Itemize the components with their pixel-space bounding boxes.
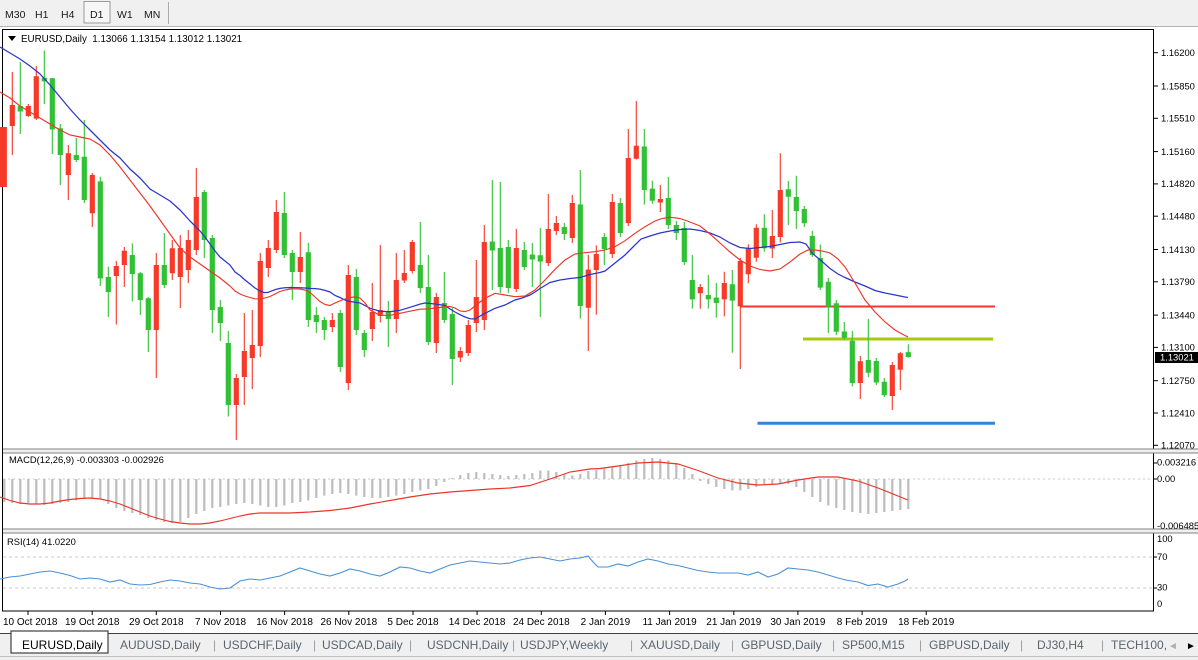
svg-text:W1: W1 — [117, 9, 133, 21]
svg-text:|: | — [1101, 638, 1104, 652]
svg-text:10 Oct 2018: 10 Oct 2018 — [3, 617, 58, 628]
svg-text:7 Nov 2018: 7 Nov 2018 — [195, 617, 247, 628]
svg-text:11 Jan 2019: 11 Jan 2019 — [642, 617, 697, 628]
svg-text:16 Nov 2018: 16 Nov 2018 — [256, 617, 313, 628]
svg-text:H1: H1 — [35, 9, 49, 21]
svg-text:1.12410: 1.12410 — [1161, 407, 1195, 418]
svg-text:USDCAD,Daily: USDCAD,Daily — [322, 638, 403, 652]
svg-text:|: | — [731, 638, 734, 652]
svg-text:◄: ◄ — [1168, 641, 1178, 652]
svg-text:USDJPY,Weekly: USDJPY,Weekly — [520, 638, 608, 652]
svg-text:0.003216: 0.003216 — [1157, 457, 1196, 468]
svg-text:MN: MN — [144, 9, 160, 21]
svg-text:8 Feb 2019: 8 Feb 2019 — [837, 617, 888, 628]
svg-text:|: | — [630, 638, 633, 652]
svg-text:MACD(12,26,9) -0.003303 -0.002: MACD(12,26,9) -0.003303 -0.002926 — [9, 454, 164, 465]
svg-text:1.13100: 1.13100 — [1161, 342, 1195, 353]
svg-text:|: | — [919, 638, 922, 652]
svg-text:29 Oct 2018: 29 Oct 2018 — [129, 617, 184, 628]
svg-text:26 Nov 2018: 26 Nov 2018 — [320, 617, 377, 628]
svg-text:|: | — [832, 638, 835, 652]
svg-text:1.12750: 1.12750 — [1161, 375, 1195, 386]
svg-text:1.14480: 1.14480 — [1161, 211, 1195, 222]
svg-text:1.13021: 1.13021 — [1160, 352, 1194, 363]
svg-text:14 Dec 2018: 14 Dec 2018 — [449, 617, 506, 628]
svg-text:1.12070: 1.12070 — [1161, 440, 1195, 451]
svg-text:1.16200: 1.16200 — [1161, 47, 1195, 58]
svg-text:1.13790: 1.13790 — [1161, 276, 1195, 287]
svg-text:-0.006485: -0.006485 — [1157, 520, 1198, 531]
svg-text:EURUSD,Daily 1.13066 1.13154: EURUSD,Daily 1.13066 1.13154 1.13012 1.1… — [21, 34, 242, 45]
svg-text:D1: D1 — [90, 9, 104, 21]
svg-text:1.14820: 1.14820 — [1161, 178, 1195, 189]
svg-text:1.13440: 1.13440 — [1161, 309, 1195, 320]
svg-text:EURUSD,Daily: EURUSD,Daily — [22, 638, 103, 652]
svg-text:XAUUSD,Daily: XAUUSD,Daily — [640, 638, 720, 652]
svg-text:1.15160: 1.15160 — [1161, 146, 1195, 157]
svg-text:|: | — [512, 638, 515, 652]
svg-text:|: | — [213, 638, 216, 652]
svg-text:RSI(14) 41.0220: RSI(14) 41.0220 — [7, 536, 76, 547]
svg-text:21 Jan 2019: 21 Jan 2019 — [706, 617, 761, 628]
svg-text:GBPUSD,Daily: GBPUSD,Daily — [929, 638, 1010, 652]
svg-text:19 Oct 2018: 19 Oct 2018 — [65, 617, 120, 628]
svg-text:►: ► — [1186, 641, 1196, 652]
svg-text:H4: H4 — [61, 9, 75, 21]
svg-text:30 Jan 2019: 30 Jan 2019 — [770, 617, 825, 628]
svg-text:1.15510: 1.15510 — [1161, 113, 1195, 124]
svg-text:|: | — [409, 638, 412, 652]
svg-text:GBPUSD,Daily: GBPUSD,Daily — [741, 638, 822, 652]
svg-text:|: | — [313, 638, 316, 652]
svg-text:24 Dec 2018: 24 Dec 2018 — [513, 617, 570, 628]
svg-text:18 Feb 2019: 18 Feb 2019 — [898, 617, 955, 628]
svg-text:100: 100 — [1157, 533, 1173, 544]
svg-text:USDCNH,Daily: USDCNH,Daily — [427, 638, 508, 652]
svg-text:TECH100,: TECH100, — [1111, 638, 1167, 652]
svg-text:70: 70 — [1157, 551, 1167, 562]
svg-text:2 Jan 2019: 2 Jan 2019 — [581, 617, 631, 628]
svg-text:0.00: 0.00 — [1157, 473, 1175, 484]
svg-text:USDCHF,Daily: USDCHF,Daily — [223, 638, 302, 652]
svg-text:M30: M30 — [5, 9, 26, 21]
svg-text:1.14130: 1.14130 — [1161, 244, 1195, 255]
svg-text:1.15850: 1.15850 — [1161, 80, 1195, 91]
svg-text:DJ30,H4: DJ30,H4 — [1037, 638, 1084, 652]
svg-text:SP500,M15: SP500,M15 — [842, 638, 905, 652]
svg-text:AUDUSD,Daily: AUDUSD,Daily — [120, 638, 201, 652]
svg-text:0: 0 — [1157, 598, 1162, 609]
svg-text:30: 30 — [1157, 582, 1167, 593]
svg-text:5 Dec 2018: 5 Dec 2018 — [387, 617, 439, 628]
svg-text:|: | — [1020, 638, 1023, 652]
